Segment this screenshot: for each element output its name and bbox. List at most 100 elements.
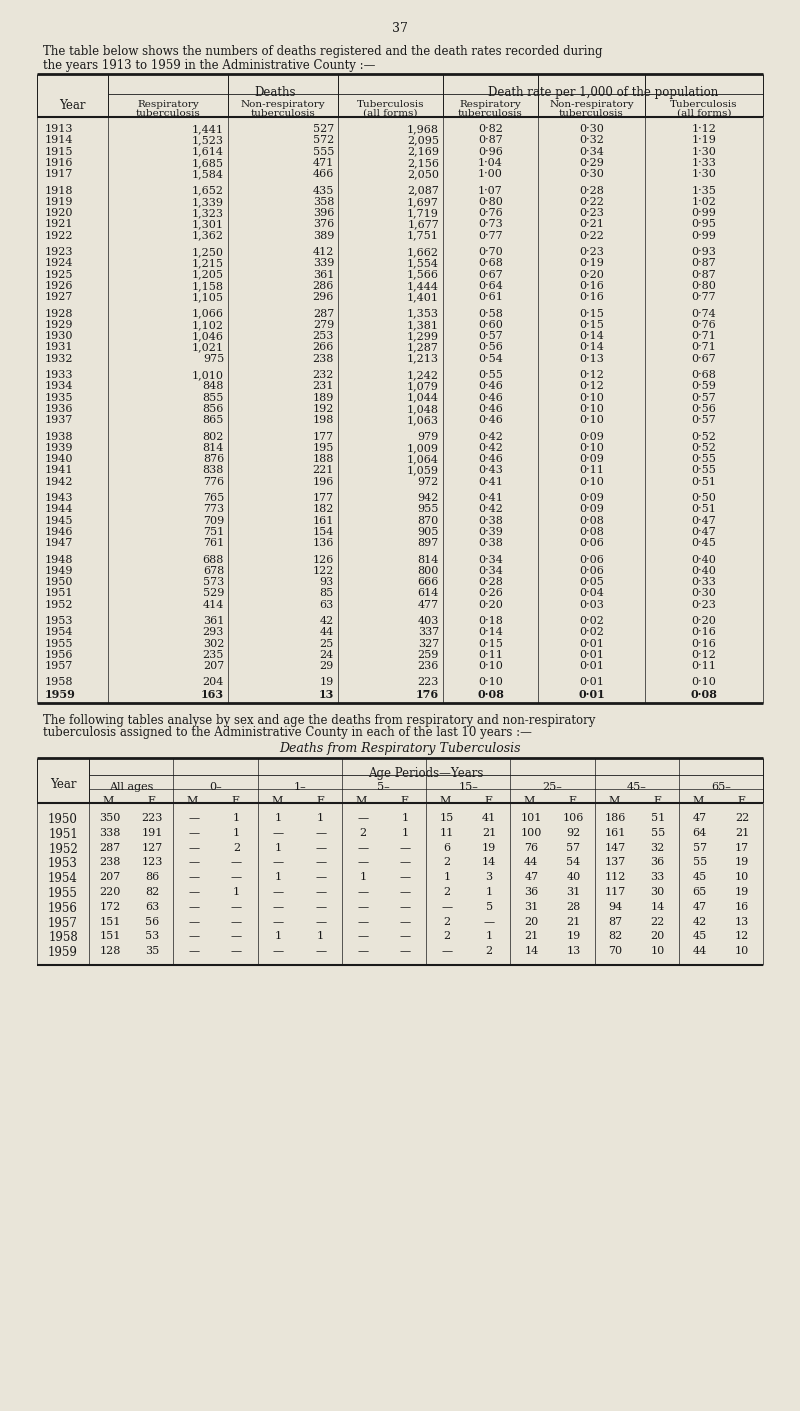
Text: 31: 31 <box>566 888 581 897</box>
Text: 0·47: 0·47 <box>692 515 716 526</box>
Text: 0·50: 0·50 <box>691 492 717 502</box>
Text: 15: 15 <box>440 813 454 823</box>
Text: Year: Year <box>59 99 86 111</box>
Text: 21: 21 <box>735 828 749 838</box>
Text: 2,050: 2,050 <box>407 169 439 179</box>
Text: 279: 279 <box>313 320 334 330</box>
Text: 0·30: 0·30 <box>691 588 717 598</box>
Text: —: — <box>189 917 200 927</box>
Text: 1957: 1957 <box>45 662 74 672</box>
Text: 0·55: 0·55 <box>691 466 717 476</box>
Text: 0·87: 0·87 <box>692 270 716 279</box>
Text: 0·20: 0·20 <box>579 270 604 279</box>
Text: Non-respiratory: Non-respiratory <box>549 100 634 109</box>
Text: 0·99: 0·99 <box>691 231 717 241</box>
Text: 21: 21 <box>566 917 581 927</box>
Text: Non-respiratory: Non-respiratory <box>241 100 326 109</box>
Text: 1929: 1929 <box>45 320 74 330</box>
Text: —: — <box>273 828 284 838</box>
Text: 14: 14 <box>524 947 538 957</box>
Text: M.: M. <box>692 796 707 806</box>
Text: 0·06: 0·06 <box>579 538 604 549</box>
Text: 36: 36 <box>650 858 665 868</box>
Text: 979: 979 <box>418 432 439 442</box>
Text: 1913: 1913 <box>45 124 74 134</box>
Text: 1,064: 1,064 <box>407 454 439 464</box>
Text: 176: 176 <box>416 689 439 700</box>
Text: 0·16: 0·16 <box>691 628 717 638</box>
Text: 57: 57 <box>693 842 707 852</box>
Text: 1916: 1916 <box>45 158 74 168</box>
Text: —: — <box>358 931 368 941</box>
Text: 975: 975 <box>202 354 224 364</box>
Text: 1: 1 <box>443 872 450 882</box>
Text: 54: 54 <box>566 858 581 868</box>
Text: 1932: 1932 <box>45 354 74 364</box>
Text: 64: 64 <box>693 828 707 838</box>
Text: Death rate per 1,000 of the population: Death rate per 1,000 of the population <box>488 86 718 99</box>
Text: —: — <box>315 872 326 882</box>
Text: 232: 232 <box>313 370 334 380</box>
Text: 1937: 1937 <box>45 415 74 425</box>
Text: 296: 296 <box>313 292 334 302</box>
Text: 0·32: 0·32 <box>579 135 604 145</box>
Text: 44: 44 <box>524 858 538 868</box>
Text: 207: 207 <box>202 662 224 672</box>
Text: 11: 11 <box>440 828 454 838</box>
Text: 6: 6 <box>443 842 450 852</box>
Text: 1,697: 1,697 <box>407 196 439 207</box>
Text: 471: 471 <box>313 158 334 168</box>
Text: 0·82: 0·82 <box>478 124 503 134</box>
Text: 147: 147 <box>605 842 626 852</box>
Text: M.: M. <box>608 796 623 806</box>
Text: 1·04: 1·04 <box>478 158 503 168</box>
Text: 19: 19 <box>735 888 749 897</box>
Text: 1,662: 1,662 <box>407 247 439 257</box>
Text: 1·30: 1·30 <box>691 147 717 157</box>
Text: 1918: 1918 <box>45 185 74 196</box>
Text: 101: 101 <box>521 813 542 823</box>
Text: 1,401: 1,401 <box>407 292 439 302</box>
Text: 302: 302 <box>202 639 224 649</box>
Text: 259: 259 <box>418 650 439 660</box>
Text: 0·51: 0·51 <box>691 477 717 487</box>
Text: 1,554: 1,554 <box>407 258 439 268</box>
Text: 53: 53 <box>145 931 159 941</box>
Text: 1–: 1– <box>294 782 306 792</box>
Text: 389: 389 <box>313 231 334 241</box>
Text: 0·10: 0·10 <box>579 443 604 453</box>
Text: —: — <box>358 842 368 852</box>
Text: —: — <box>484 917 494 927</box>
Text: 1947: 1947 <box>45 538 74 549</box>
Text: —: — <box>315 902 326 912</box>
Text: 1,301: 1,301 <box>192 219 224 230</box>
Text: tuberculosis: tuberculosis <box>136 109 200 119</box>
Text: 1914: 1914 <box>45 135 74 145</box>
Text: 0·19: 0·19 <box>579 258 604 268</box>
Text: 0·08: 0·08 <box>579 515 604 526</box>
Text: 1941: 1941 <box>45 466 74 476</box>
Text: 221: 221 <box>313 466 334 476</box>
Text: 0·01: 0·01 <box>578 689 605 700</box>
Text: —: — <box>189 947 200 957</box>
Text: Deaths: Deaths <box>254 86 296 99</box>
Text: 1·12: 1·12 <box>691 124 717 134</box>
Text: 0·38: 0·38 <box>478 515 503 526</box>
Text: 0·68: 0·68 <box>691 370 717 380</box>
Text: 0·46: 0·46 <box>478 381 503 391</box>
Text: 1·30: 1·30 <box>691 169 717 179</box>
Text: 1·19: 1·19 <box>691 135 717 145</box>
Text: 177: 177 <box>313 432 334 442</box>
Text: 231: 231 <box>313 381 334 391</box>
Text: 572: 572 <box>313 135 334 145</box>
Text: —: — <box>358 813 368 823</box>
Text: 709: 709 <box>202 515 224 526</box>
Text: 1950: 1950 <box>48 813 78 825</box>
Text: 0·10: 0·10 <box>478 662 503 672</box>
Text: 1: 1 <box>486 888 493 897</box>
Text: 1952: 1952 <box>45 600 74 610</box>
Text: 1936: 1936 <box>45 404 74 413</box>
Text: 0·08: 0·08 <box>690 689 718 700</box>
Text: 1,009: 1,009 <box>407 443 439 453</box>
Text: 361: 361 <box>202 617 224 626</box>
